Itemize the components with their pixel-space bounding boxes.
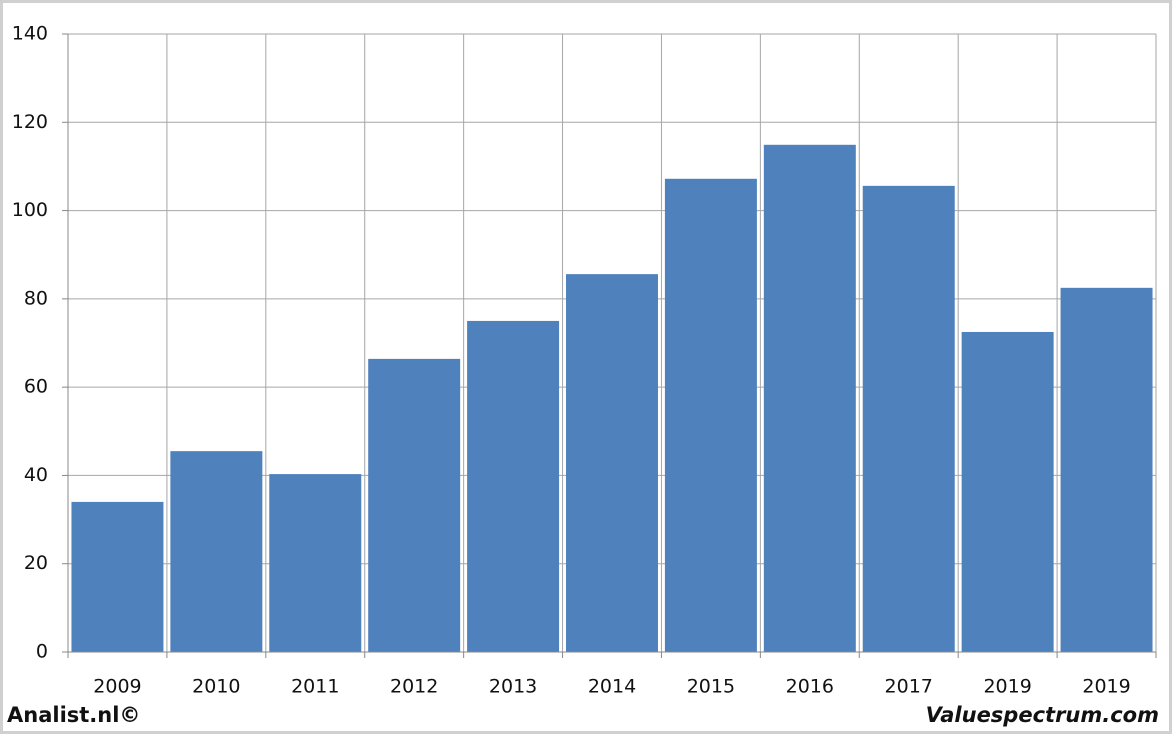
y-tick-label: 100 bbox=[12, 199, 48, 221]
x-tick-label: 2011 bbox=[291, 676, 339, 698]
x-tick-label: 2016 bbox=[786, 676, 834, 698]
x-tick-label: 2013 bbox=[489, 676, 537, 698]
bar bbox=[1060, 287, 1153, 652]
source-right: Valuespectrum.com bbox=[925, 703, 1159, 727]
x-tick-label: 2014 bbox=[588, 676, 636, 698]
x-tick-label: 2009 bbox=[93, 676, 141, 698]
bar bbox=[71, 501, 164, 652]
y-tick-label: 20 bbox=[24, 552, 48, 574]
bar bbox=[170, 451, 263, 652]
y-tick-label: 120 bbox=[12, 111, 48, 133]
bar bbox=[664, 178, 757, 652]
bar bbox=[763, 144, 856, 652]
y-tick-label: 140 bbox=[12, 23, 48, 45]
x-tick-label: 2017 bbox=[885, 676, 933, 698]
chart: 0 20 40 60 80 100 120 140 2009 2010 2011 2012 2013 20… bbox=[12, 23, 1157, 698]
y-tick-label: 80 bbox=[24, 287, 48, 309]
bar bbox=[368, 358, 461, 652]
bar bbox=[467, 320, 560, 652]
bar bbox=[862, 185, 955, 652]
y-tick-label: 60 bbox=[24, 376, 48, 398]
x-tick-label: 2019 bbox=[983, 676, 1031, 698]
bar bbox=[566, 274, 658, 652]
x-tick-label: 2015 bbox=[687, 676, 735, 698]
y-tick-label: 40 bbox=[24, 464, 48, 486]
x-tick-label: 2012 bbox=[390, 676, 438, 698]
source-left: Analist.nl© bbox=[7, 703, 141, 727]
bar bbox=[961, 331, 1054, 652]
bar bbox=[269, 474, 362, 652]
x-tick-label: 2019 bbox=[1082, 676, 1130, 698]
x-tick-label: 2010 bbox=[192, 676, 240, 698]
y-tick-label: 0 bbox=[36, 641, 48, 663]
